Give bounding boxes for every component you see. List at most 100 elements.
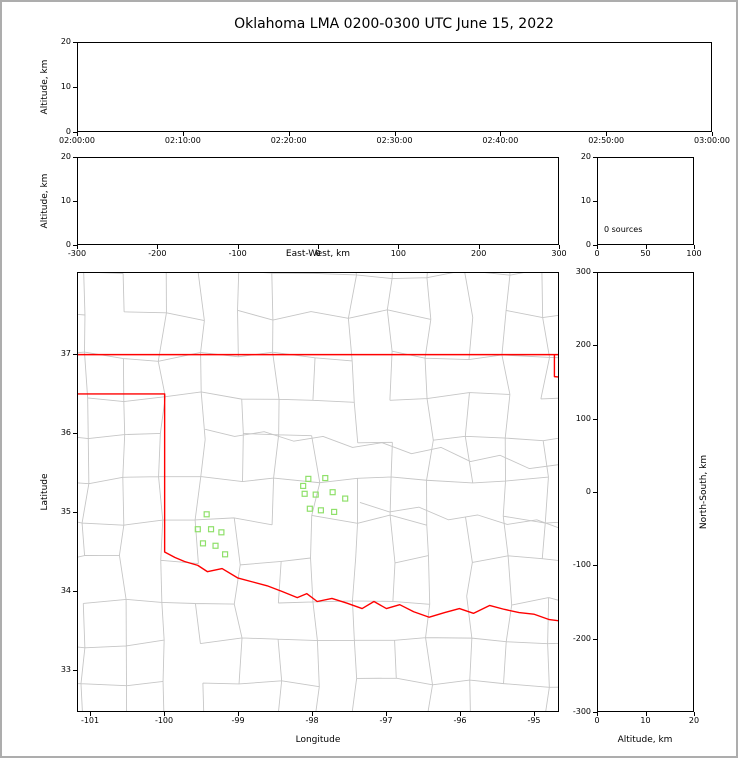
tick-mark <box>712 132 713 136</box>
tick-mark <box>73 42 77 43</box>
tick-mark <box>73 157 77 158</box>
tick-label: 34 <box>60 585 71 595</box>
tick-label: -300 <box>67 249 87 258</box>
tick-mark <box>73 201 77 202</box>
tick-label: 20 <box>580 152 591 161</box>
tick-label: 02:00:00 <box>59 136 95 145</box>
tick-mark <box>73 590 77 592</box>
lma-source-marker <box>207 526 215 533</box>
tick-label: -98 <box>305 716 319 725</box>
tick-label: 02:30:00 <box>376 136 413 145</box>
county-boundaries <box>78 273 558 711</box>
tick-mark <box>73 132 77 133</box>
state-border-segment-2 <box>553 354 558 378</box>
tick-mark <box>73 245 77 246</box>
tick-label: 300 <box>575 267 591 276</box>
tick-label: 20 <box>688 716 700 725</box>
state-border-segment-3 <box>78 393 558 622</box>
oklahoma-map <box>78 273 558 711</box>
tick-label: -95 <box>527 716 541 725</box>
tick-mark <box>597 712 598 716</box>
tick-label: 100 <box>390 249 406 258</box>
tick-mark <box>645 712 647 716</box>
tick-label: 100 <box>575 413 591 423</box>
tick-mark <box>312 712 313 716</box>
ylabel-altitude-time: Altitude, km <box>40 59 50 115</box>
ylabel-altitude-ew: Altitude, km <box>40 173 50 229</box>
xlabel-longitude: Longitude <box>293 735 343 745</box>
tick-mark <box>164 712 166 716</box>
panel-altitude-time <box>77 42 712 132</box>
tick-label: 200 <box>575 340 591 350</box>
tick-label: 36 <box>60 427 71 437</box>
tick-label: -100 <box>572 560 591 570</box>
tick-mark <box>73 511 77 513</box>
tick-mark <box>77 132 78 136</box>
tick-label: 20 <box>60 37 71 46</box>
tick-mark <box>90 712 92 716</box>
tick-mark <box>593 272 597 273</box>
tick-label: -96 <box>453 716 467 725</box>
lma-source-marker <box>301 490 308 497</box>
lma-source-marker <box>312 491 319 498</box>
lma-source-marker <box>199 540 207 547</box>
lma-source-marker <box>218 529 225 536</box>
tick-label: -101 <box>80 716 100 725</box>
tick-label: 0 <box>65 127 71 136</box>
panel-altitude-histogram: 0 sources <box>597 157 694 245</box>
lma-source-marker <box>305 475 312 482</box>
lma-source-marker <box>300 482 307 490</box>
xlabel-east-west: East-West, km <box>283 249 353 259</box>
tick-mark <box>593 492 597 493</box>
tick-mark <box>157 245 159 249</box>
tick-label: 10 <box>640 716 651 725</box>
tick-label: 37 <box>60 348 71 358</box>
tick-mark <box>73 432 77 434</box>
tick-mark <box>606 132 608 136</box>
tick-label: 50 <box>640 249 651 258</box>
tick-mark <box>694 245 695 249</box>
figure-title: Oklahoma LMA 0200-0300 UTC June 15, 2022 <box>234 16 554 32</box>
tick-mark <box>593 638 597 640</box>
tick-label: 0 <box>594 716 600 725</box>
tick-label: -97 <box>379 716 393 725</box>
lma-source-marker <box>212 542 219 549</box>
tick-mark <box>694 712 695 716</box>
tick-mark <box>182 132 184 136</box>
tick-label: 02:40:00 <box>482 136 519 145</box>
tick-mark <box>73 353 77 355</box>
tick-label: 02:10:00 <box>164 136 201 145</box>
tick-label: -99 <box>231 716 245 725</box>
lma-source-marker <box>322 474 329 482</box>
tick-mark <box>593 565 597 567</box>
tick-label: 35 <box>60 506 71 516</box>
tick-mark <box>318 245 319 249</box>
tick-mark <box>73 87 77 88</box>
tick-mark <box>77 245 78 249</box>
tick-mark <box>394 132 396 136</box>
tick-mark <box>288 132 290 136</box>
panel-altitude-east-west <box>77 157 559 245</box>
ylabel-latitude: Latitude <box>40 473 50 511</box>
tick-mark <box>500 132 502 136</box>
tick-label: 02:20:00 <box>270 136 307 145</box>
tick-label: 0 <box>315 249 321 258</box>
tick-label: 0 <box>585 240 591 249</box>
tick-label: -100 <box>154 716 174 725</box>
tick-mark <box>593 201 597 202</box>
tick-mark <box>645 245 647 249</box>
tick-label: -200 <box>148 249 167 258</box>
river-2 <box>359 502 558 529</box>
tick-label: 10 <box>60 196 71 205</box>
tick-label: 0 <box>65 240 71 249</box>
panel-altitude-north-south <box>597 272 694 712</box>
tick-label: 300 <box>551 249 567 258</box>
lma-source-marker <box>203 511 210 518</box>
river-1 <box>205 428 558 470</box>
tick-label: 100 <box>686 249 702 258</box>
lma-source-marker <box>317 507 324 514</box>
tick-mark <box>459 712 461 716</box>
tick-label: 02:50:00 <box>588 136 625 145</box>
tick-mark <box>593 418 597 420</box>
